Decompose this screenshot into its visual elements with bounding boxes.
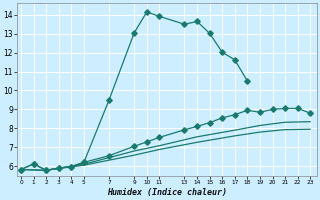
X-axis label: Humidex (Indice chaleur): Humidex (Indice chaleur) (107, 188, 227, 197)
